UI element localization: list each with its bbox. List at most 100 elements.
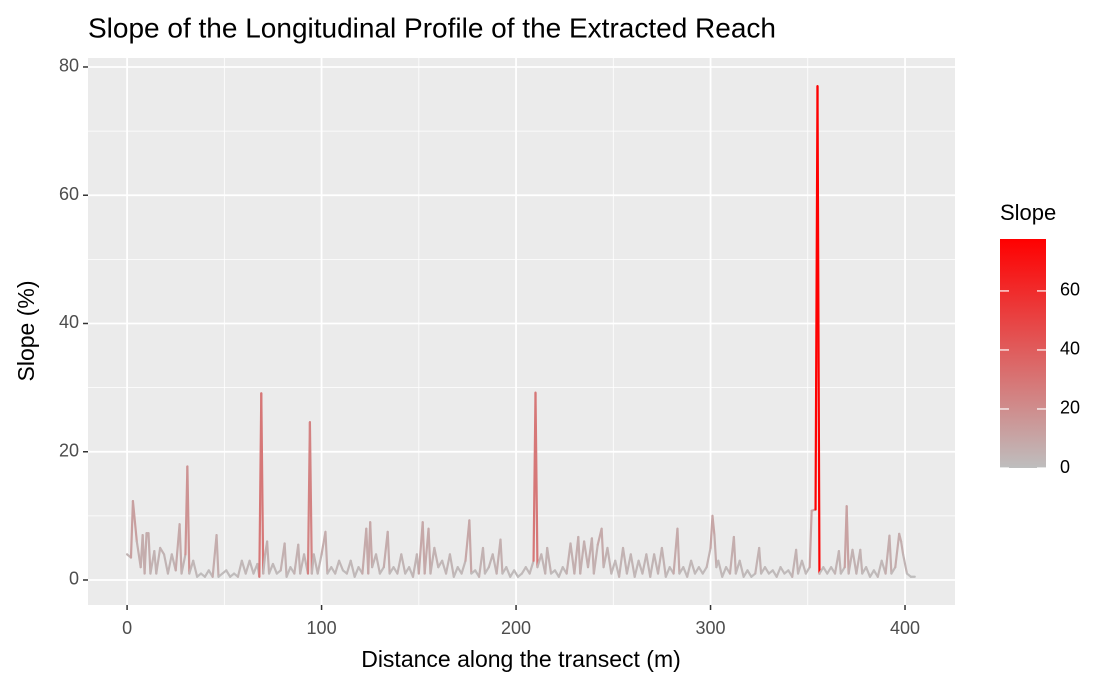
line-segment [760, 566, 767, 575]
line-segment [625, 553, 632, 575]
line-segment [763, 566, 770, 575]
y-tick-label: 60 [59, 184, 79, 204]
line-segment [732, 535, 737, 575]
line-segment [649, 553, 656, 578]
line-segment [837, 550, 842, 575]
line-segment [546, 546, 553, 575]
line-segment [851, 548, 858, 575]
y-tick-label: 0 [69, 569, 79, 589]
plot-panel [88, 58, 955, 605]
x-tick-label: 300 [696, 618, 726, 638]
line-segment [345, 559, 352, 575]
line-segment [155, 546, 162, 575]
line-segment [600, 527, 605, 569]
line-segment [818, 566, 825, 575]
line-segment [590, 537, 595, 575]
x-tick-label: 0 [122, 618, 132, 638]
line-segment [713, 534, 718, 569]
line-segment [388, 566, 395, 575]
line-segment [178, 523, 183, 575]
line-segment [796, 559, 804, 575]
line-segment [898, 532, 903, 543]
line-segment [816, 85, 821, 575]
line-segment [166, 553, 173, 575]
x-tick-label: 400 [890, 618, 920, 638]
line-segment [847, 548, 854, 575]
line-segment [260, 392, 265, 575]
line-segment [618, 546, 625, 578]
line-segment [468, 519, 473, 575]
line-segment [557, 566, 564, 578]
line-segment [890, 566, 897, 575]
line-segment [349, 559, 356, 578]
line-segment [192, 559, 199, 578]
x-tick-label: 100 [307, 618, 337, 638]
colorbar-label: 0 [1060, 457, 1070, 477]
line-segment [808, 509, 813, 569]
line-segment [297, 543, 302, 575]
line-segment [721, 566, 728, 578]
line-segment [520, 566, 527, 575]
colorbar [1000, 239, 1046, 468]
line-segment [505, 566, 512, 578]
line-segment [513, 569, 520, 578]
line-segment [686, 559, 693, 578]
line-segment [800, 559, 807, 575]
line-segment [203, 569, 210, 578]
line-segment [215, 534, 220, 578]
line-segment [429, 546, 436, 575]
line-segment [262, 553, 267, 575]
line-segment [236, 559, 243, 578]
line-segment [188, 559, 195, 575]
line-segment [711, 514, 716, 537]
line-segment [826, 566, 833, 575]
line-segment [900, 540, 905, 556]
line-segment [689, 559, 697, 575]
line-segment [868, 569, 876, 578]
line-segment [186, 465, 191, 575]
line-segment [460, 559, 467, 575]
line-segment [334, 559, 341, 575]
line-segment [621, 546, 629, 575]
line-segment [378, 566, 385, 575]
line-segment [386, 530, 391, 575]
line-segment [396, 553, 403, 575]
line-segment [248, 559, 255, 575]
line-segment [565, 542, 572, 575]
line-segment [717, 559, 724, 578]
line-segment [400, 553, 407, 575]
line-segment [483, 566, 490, 575]
line-segment [162, 553, 170, 575]
line-segment [804, 566, 811, 575]
line-segment [299, 553, 306, 575]
line-segment [839, 566, 846, 575]
line-segment [244, 559, 251, 575]
y-axis-label: Slope (%) [13, 281, 39, 382]
line-segment [697, 566, 704, 575]
legend-title: Slope [1000, 200, 1056, 225]
line-segment [894, 532, 901, 569]
line-segment [859, 548, 864, 575]
line-segment [888, 534, 893, 575]
line-segment [592, 543, 599, 575]
line-segment [308, 421, 313, 575]
line-segment [448, 553, 455, 578]
line-segment [353, 566, 360, 578]
x-axis-label: Distance along the transect (m) [361, 646, 681, 672]
line-segment [705, 546, 712, 569]
line-segment [865, 566, 872, 578]
line-segment [633, 559, 640, 578]
line-segment [427, 527, 432, 575]
line-segment [285, 566, 292, 578]
line-segment [583, 540, 590, 569]
line-segment [676, 527, 681, 575]
colorbar-label: 40 [1060, 339, 1080, 359]
line-segment [481, 546, 487, 575]
line-segment [147, 532, 152, 575]
line-segment [129, 500, 135, 559]
line-segment [326, 566, 333, 575]
line-segment [528, 559, 535, 575]
line-segment [324, 530, 329, 575]
line-segment [901, 553, 909, 575]
y-tick-label: 20 [59, 440, 79, 460]
